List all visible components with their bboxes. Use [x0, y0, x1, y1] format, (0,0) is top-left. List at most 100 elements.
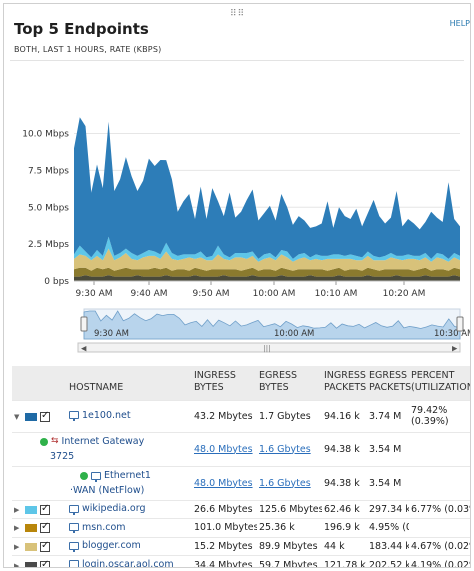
row-checkbox[interactable] — [40, 540, 50, 552]
row-checkbox[interactable] — [40, 559, 50, 567]
navigator-left-handle — [80, 316, 88, 332]
series-area-4 — [74, 275, 460, 281]
endpoint-icon — [69, 560, 79, 567]
y-tick-label: 10.0 Mbps — [22, 130, 69, 140]
header-ingress-packets[interactable]: INGRESS PACKETS — [322, 366, 367, 400]
egress-packets-cell: 202.52 k — [367, 555, 409, 567]
ingress-packets-cell: 94.38 k — [322, 431, 367, 466]
x-tick-label: 10:20 AM — [383, 289, 426, 299]
table-sub-row[interactable]: Ethernet1 ·WAN (NetFlow) 48.0 Mbytes 1.6… — [12, 465, 470, 500]
header-percent[interactable]: PERCENT (UTILIZATION) — [409, 366, 470, 400]
navigator-scrollbar — [77, 342, 461, 353]
y-axis-ticks: 10.0 Mbps 7.5 Mbps 5.0 Mbps 2.5 Mbps 0 bps — [22, 130, 69, 288]
row-checkbox[interactable] — [40, 521, 50, 534]
table-sub-row[interactable]: ⇆ Internet Gateway 3725 48.0 Mbytes 1.6 G… — [12, 431, 470, 466]
series-color-swatch — [25, 561, 37, 567]
header-egress-bytes[interactable]: EGRESS BYTES — [257, 366, 322, 400]
expand-caret-icon[interactable]: ▶ — [14, 524, 20, 533]
hostname-link[interactable]: login.oscar.aol.com — [82, 558, 174, 568]
egress-bytes-cell: 1.7 Gbytes — [257, 399, 322, 432]
egress-bytes-link[interactable]: 1.6 Gbytes — [259, 477, 311, 489]
hostname-link[interactable]: blogger.com — [82, 540, 141, 551]
egress-packets-cell: 297.34 k — [367, 499, 409, 519]
interface-icon — [91, 471, 101, 482]
drag-handle-icon[interactable]: ⠿⠿ — [230, 9, 246, 19]
x-tick-label: 10:00 AM — [253, 289, 296, 299]
egress-bytes-cell: 25.36 k — [257, 518, 322, 537]
row-checkbox[interactable] — [40, 410, 50, 422]
hostname-link[interactable]: wikipedia.org — [82, 503, 146, 514]
ingress-bytes-cell: 43.2 Mbytes — [192, 399, 257, 432]
endpoint-icon — [69, 411, 79, 422]
ingress-packets-cell: 94.38 k — [322, 465, 367, 500]
navigator-right-handle — [456, 316, 464, 332]
widget-subtitle: BOTH, LAST 1 HOURS, RATE (KBPS) — [14, 45, 162, 54]
egress-bytes-cell: 59.7 Mbytes — [257, 555, 322, 567]
row-checkbox[interactable] — [40, 503, 50, 515]
series-color-swatch — [25, 524, 37, 533]
series-area-1 — [74, 236, 460, 262]
table-header-row: HOSTNAME INGRESS BYTES EGRESS BYTES INGRES… — [12, 366, 470, 400]
expand-caret-icon[interactable]: ▶ — [14, 505, 20, 514]
router-icon: ⇆ — [51, 436, 59, 447]
expand-caret-icon[interactable]: ▶ — [14, 542, 20, 551]
header-ingress-bytes[interactable]: INGRESS BYTES — [192, 366, 257, 400]
y-tick-label: 2.5 Mbps — [28, 240, 69, 250]
percent-cell: 4.19% (0.02%) — [409, 555, 470, 567]
interface-link[interactable]: Internet Gateway — [61, 436, 145, 448]
navigator-tick-label: 9:30 AM — [94, 329, 129, 339]
expand-caret-icon[interactable]: ▶ — [14, 561, 20, 568]
table-row[interactable]: ▶ msn.com 101.0 Mbytes 25.36 k 196.9 k 4… — [12, 518, 470, 537]
egress-bytes-link[interactable]: 1.6 Gbytes — [259, 443, 311, 455]
x-tick-label: 9:30 AM — [76, 289, 113, 299]
hostname-link[interactable]: 1e100.net — [82, 409, 131, 421]
table-row[interactable]: ▼ 1e100.net 43.2 Mbytes 1.7 Gbytes 94.16… — [12, 399, 470, 432]
help-link[interactable]: HELP — [449, 19, 470, 28]
series-color-swatch — [25, 412, 37, 421]
egress-packets-cell: 4.95% (0.02%) — [367, 518, 409, 537]
endpoints-table: HOSTNAME INGRESS BYTES EGRESS BYTES INGRES… — [12, 366, 470, 568]
navigator-series — [83, 310, 461, 340]
hostname-link[interactable]: msn.com — [82, 521, 126, 533]
ingress-bytes-link[interactable]: 48.0 Mbytes — [194, 477, 253, 489]
series-area-2 — [74, 248, 460, 271]
interface-link[interactable]: Ethernet1 — [104, 470, 151, 482]
x-tick-label: 10:10 AM — [315, 289, 358, 299]
table-row[interactable]: ▶ login.oscar.aol.com 34.4 Mbytes 59.7 M… — [12, 555, 470, 568]
ingress-packets-cell: 196.9 k — [322, 518, 367, 537]
divider — [10, 60, 464, 61]
series-color-swatch — [25, 542, 37, 551]
scroll-thumb-grip-icon: ||| — [263, 345, 270, 353]
percent-cell — [409, 431, 470, 466]
table-row[interactable]: ▶ wikipedia.org 26.6 Mbytes 125.6 Mbytes… — [12, 499, 470, 519]
header-egress-packets[interactable]: EGRESS PACKETS — [367, 366, 411, 400]
ingress-bytes-link[interactable]: 48.0 Mbytes — [194, 443, 253, 455]
egress-packets-cell: 3.74 M — [367, 399, 409, 432]
egress-bytes-cell: 89.9 Mbytes — [257, 536, 322, 556]
widget-title: Top 5 Endpoints — [14, 20, 149, 38]
x-tick-label: 9:50 AM — [193, 289, 230, 299]
endpoint-icon — [69, 541, 79, 552]
y-tick-label: 7.5 Mbps — [28, 166, 69, 176]
traffic-area-chart[interactable]: 10.0 Mbps 7.5 Mbps 5.0 Mbps 2.5 Mbps 0 bps 9… — [4, 94, 471, 394]
chart-areas — [74, 117, 460, 281]
x-tick-label: 9:40 AM — [131, 289, 168, 299]
percent-cell: 6.77% (0.03%) — [409, 499, 470, 519]
percent-cell — [409, 465, 470, 500]
ingress-bytes-cell: 101.0 Mbytes — [192, 518, 257, 537]
navigator-tick-label: 10:00 AM — [274, 329, 314, 339]
percent-cell: 4.67% (0.02%) — [409, 536, 470, 556]
egress-packets-cell: 183.44 k — [367, 536, 409, 556]
chart-navigator[interactable]: 9:30 AM 10:00 AM 10:30 AM ◀ ▶ ||| — [77, 308, 471, 353]
header-hostname[interactable]: HOSTNAME — [67, 366, 192, 400]
collapse-caret-icon[interactable]: ▼ — [14, 412, 20, 421]
navigator-tick-label: 10:30 AM — [434, 329, 471, 339]
table-row[interactable]: ▶ blogger.com 15.2 Mbytes 89.9 Mbytes 44… — [12, 536, 470, 556]
endpoints-table-wrap: HOSTNAME INGRESS BYTES EGRESS BYTES INGRES… — [12, 366, 470, 568]
scroll-left-arrow-icon: ◀ — [81, 345, 87, 353]
top-endpoints-widget: ⠿⠿ Top 5 Endpoints BOTH, LAST 1 HOURS, R… — [3, 3, 471, 568]
ingress-packets-cell: 94.16 k — [322, 399, 367, 432]
endpoint-icon — [69, 504, 79, 515]
series-color-swatch — [25, 505, 37, 514]
ingress-bytes-cell: 26.6 Mbytes — [192, 499, 257, 519]
